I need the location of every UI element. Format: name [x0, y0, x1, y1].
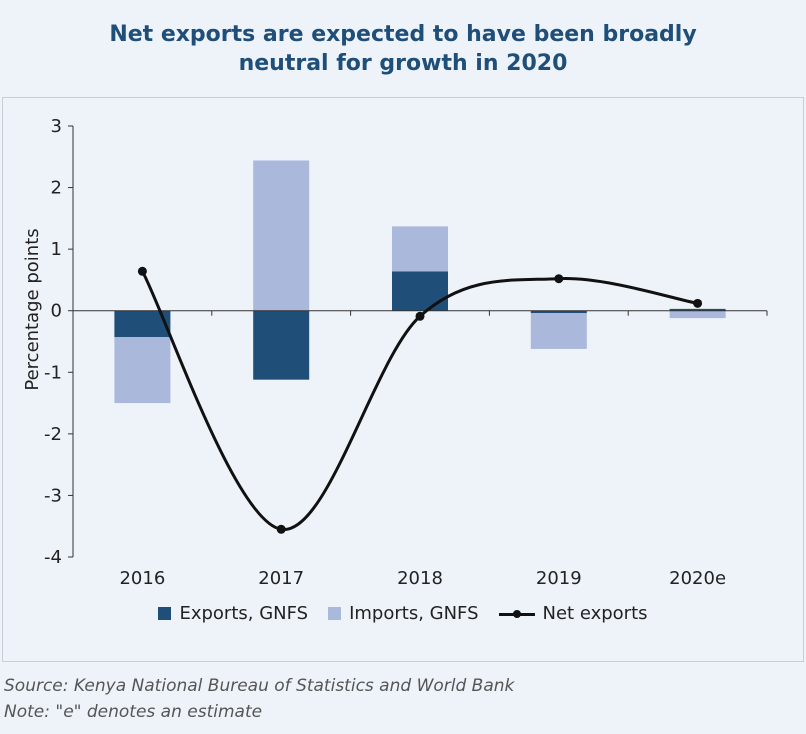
bar-imports: [530, 313, 587, 349]
x-tick-label: 2018: [397, 568, 443, 589]
chart-title: Net exports are expected to have been br…: [0, 20, 806, 78]
net-exports-point: [693, 298, 703, 308]
y-axis-title: Percentage points: [22, 228, 43, 390]
net-exports-point: [554, 274, 564, 284]
chart-title-line-2: neutral for growth in 2020: [238, 51, 568, 76]
net-exports-line: [141, 270, 698, 531]
y-tick-label: -2: [44, 424, 62, 445]
legend-swatch-imports: [328, 607, 342, 620]
legend-item-exports: Exports, GNFS: [158, 603, 308, 624]
x-tick-label: 2017: [258, 568, 304, 589]
x-tick-label: 2019: [536, 568, 582, 589]
bar-imports: [253, 160, 310, 311]
y-tick-label: 2: [51, 178, 62, 199]
bar-exports: [253, 310, 310, 380]
y-tick-label: 1: [51, 239, 62, 260]
legend-label-exports: Exports, GNFS: [179, 603, 309, 624]
bar-imports: [392, 226, 448, 272]
chart-plot: -4 -3 -2 -1 0 1 2 3 Percentage points 2016 2017 201…: [22, 116, 768, 589]
x-tick-label: 2016: [119, 568, 165, 589]
y-tick-label: 3: [51, 116, 62, 137]
bar-exports: [669, 308, 726, 311]
y-tick-label: -3: [44, 485, 62, 506]
source-note: Source: Kenya National Bureau of Statist…: [4, 676, 515, 696]
legend-swatch-exports: [158, 607, 172, 620]
bar-imports: [114, 337, 171, 404]
net-exports-point: [137, 266, 147, 276]
y-tick-label: -1: [44, 362, 62, 383]
bar-imports: [669, 310, 726, 319]
estimate-note: Note: "e" denotes an estimate: [4, 702, 263, 722]
legend-line-net-exports: [498, 607, 535, 621]
y-tick-label: -4: [44, 547, 62, 568]
chart-title-line-1: Net exports are expected to have been br…: [109, 22, 697, 47]
legend-label-imports: Imports, GNFS: [349, 603, 479, 624]
net-exports-point: [415, 311, 425, 321]
x-tick-label: 2020e: [669, 568, 726, 589]
chart-notes: Source: Kenya National Bureau of Statist…: [4, 673, 514, 725]
legend-label-net-exports: Net exports: [542, 603, 648, 624]
y-tick-label: 0: [51, 301, 62, 322]
bar-exports: [530, 310, 587, 314]
legend-item-net-exports: Net exports: [498, 603, 648, 624]
legend-item-imports: Imports, GNFS: [328, 603, 479, 624]
net-exports-point: [276, 524, 286, 534]
chart-legend: Exports, GNFS Imports, GNFS Net exports: [0, 603, 806, 624]
bar-exports: [392, 271, 448, 311]
